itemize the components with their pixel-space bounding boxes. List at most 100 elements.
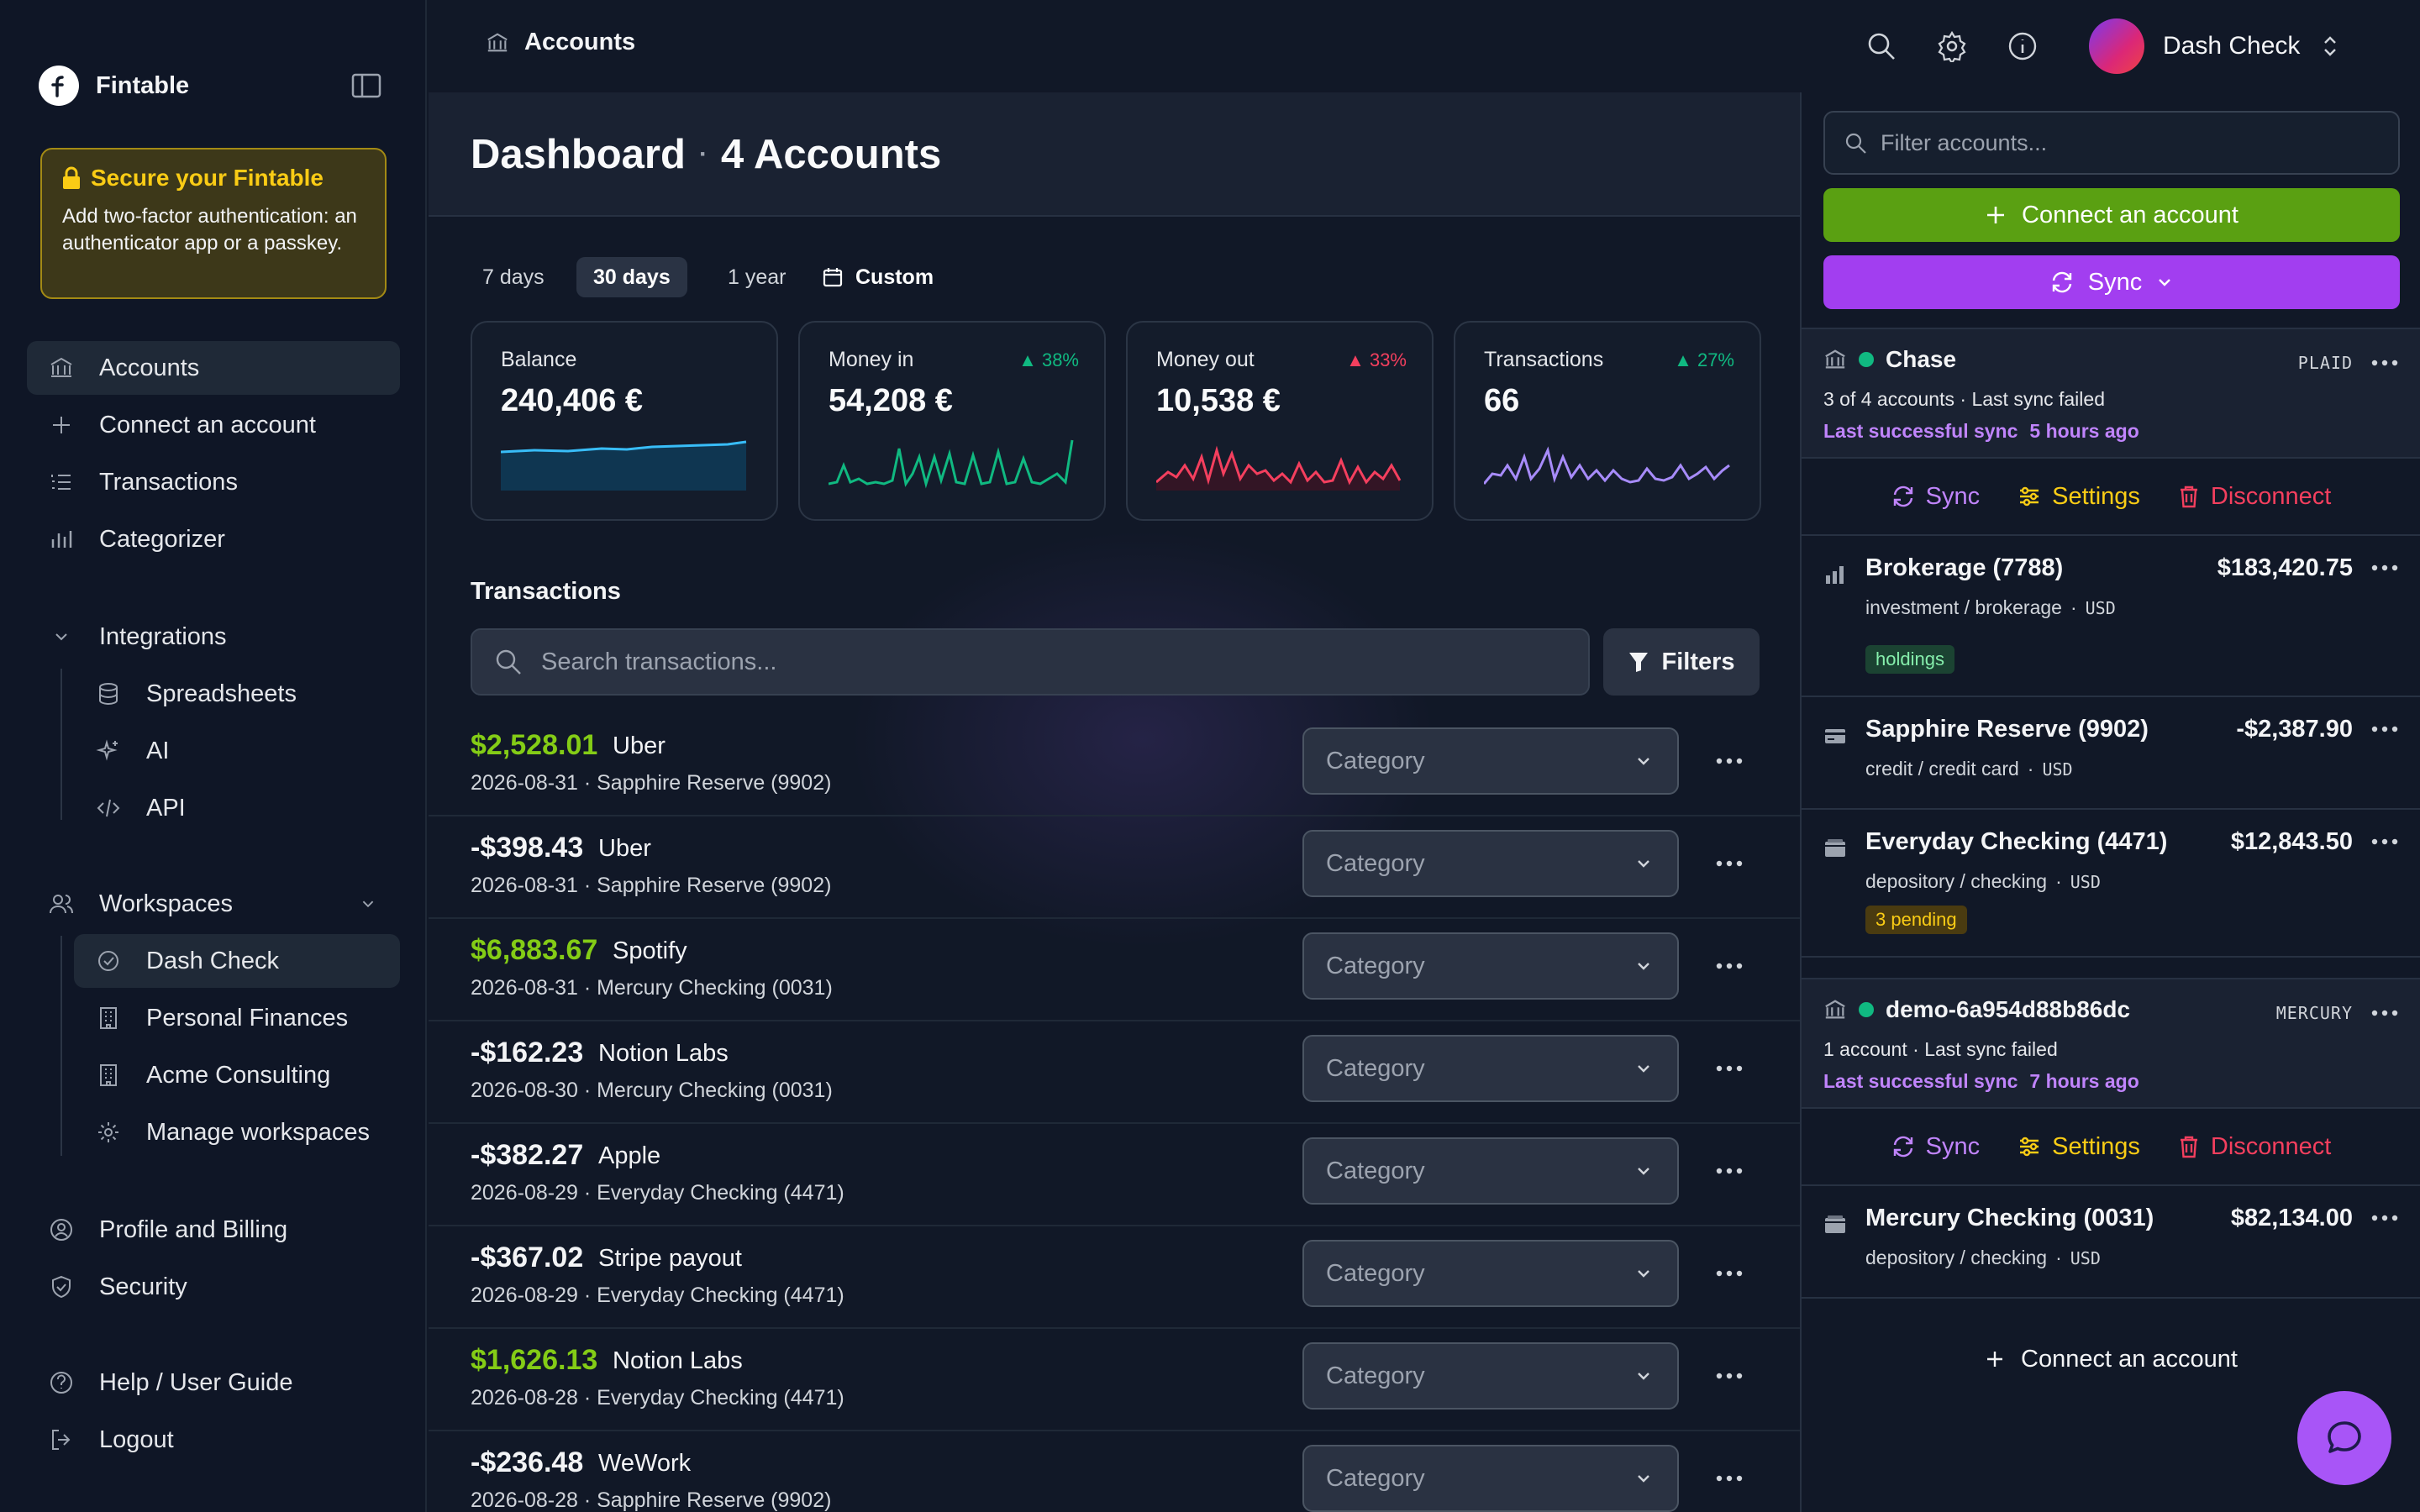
- money-in-sparkline: [829, 439, 1074, 489]
- range-1-year[interactable]: 1 year: [728, 265, 786, 289]
- more-options-icon[interactable]: [1716, 1168, 1743, 1174]
- range-custom[interactable]: Custom: [805, 257, 950, 297]
- sidebar-item-connect[interactable]: Connect an account: [27, 398, 400, 452]
- more-options-icon[interactable]: [1716, 758, 1743, 764]
- chevron-down-icon: [1634, 1468, 1654, 1488]
- category-select[interactable]: Category: [1302, 727, 1679, 795]
- category-select[interactable]: Category: [1302, 1035, 1679, 1102]
- chevron-down-icon: [1634, 1058, 1654, 1079]
- category-select[interactable]: Category: [1302, 1445, 1679, 1512]
- sidebar-item-logout[interactable]: Logout: [27, 1413, 400, 1467]
- list-icon: [51, 475, 71, 490]
- disconnect-action[interactable]: Disconnect: [2177, 1133, 2331, 1161]
- search-transactions-input[interactable]: Search transactions...: [471, 628, 1590, 696]
- sidebar-section-integrations[interactable]: Integrations: [27, 610, 400, 664]
- search-icon[interactable]: [1865, 30, 1897, 62]
- more-options-icon[interactable]: [1716, 1065, 1743, 1072]
- sidebar-item-categorizer[interactable]: Categorizer: [27, 512, 400, 566]
- sidebar-item-personal-finances[interactable]: Personal Finances: [74, 991, 400, 1045]
- more-options-icon[interactable]: [2371, 726, 2398, 732]
- category-select[interactable]: Category: [1302, 1240, 1679, 1307]
- sparkles-icon: [96, 739, 118, 761]
- category-select[interactable]: Category: [1302, 1342, 1679, 1410]
- brand[interactable]: Fintable: [39, 66, 189, 106]
- sidebar-item-transactions[interactable]: Transactions: [27, 455, 400, 509]
- sidebar-item-label: Logout: [99, 1425, 174, 1453]
- more-options-icon[interactable]: [2371, 1010, 2398, 1016]
- sync-action[interactable]: Sync: [1891, 1133, 1980, 1161]
- sidebar-item-api[interactable]: API: [74, 781, 400, 835]
- more-options-icon[interactable]: [2371, 564, 2398, 571]
- secure-account-card[interactable]: Secure your Fintable Add two-factor auth…: [40, 148, 387, 299]
- sidebar-item-help[interactable]: Help / User Guide: [27, 1356, 400, 1410]
- sidebar-item-label: Connect an account: [99, 411, 316, 438]
- more-options-icon[interactable]: [2371, 360, 2398, 366]
- user-menu[interactable]: Dash Check: [2089, 18, 2342, 74]
- sync-action[interactable]: Sync: [1891, 483, 1980, 511]
- account-item[interactable]: Sapphire Reserve (9902) -$2,387.90 credit …: [1802, 697, 2420, 810]
- wallet-icon: [1823, 1213, 1847, 1236]
- help-circle-icon: [50, 1372, 72, 1394]
- meta-separator: ·: [2070, 596, 2077, 618]
- sidebar-item-profile-billing[interactable]: Profile and Billing: [27, 1203, 400, 1257]
- sidebar-item-dash-check[interactable]: Dash Check: [74, 934, 400, 988]
- category-placeholder: Category: [1326, 849, 1425, 877]
- sidebar-item-ai[interactable]: AI: [74, 724, 400, 778]
- account-item[interactable]: Brokerage (7788) $183,420.75 investment / …: [1802, 536, 2420, 697]
- filters-button[interactable]: Filters: [1603, 628, 1760, 696]
- database-icon: [99, 683, 118, 706]
- category-select[interactable]: Category: [1302, 830, 1679, 897]
- transaction-meta: 2026-08-29 · Everyday Checking (4471): [471, 1181, 844, 1205]
- category-select[interactable]: Category: [1302, 1137, 1679, 1205]
- connect-link-label: Connect an account: [2021, 1345, 2238, 1373]
- transaction-amount: -$162.23: [471, 1037, 584, 1068]
- transaction-amount: -$236.48: [471, 1446, 584, 1478]
- sidebar-item-acme-consulting[interactable]: Acme Consulting: [74, 1048, 400, 1102]
- filter-accounts-input[interactable]: Filter accounts...: [1823, 111, 2400, 175]
- page-header: Dashboard · 4 Accounts: [429, 92, 1800, 217]
- gear-icon[interactable]: [1936, 30, 1968, 62]
- bar-chart-icon: [1823, 563, 1847, 586]
- transaction-account: Everyday Checking (4471): [597, 1181, 844, 1205]
- sidebar-item-security[interactable]: Security: [27, 1260, 400, 1314]
- transaction-meta: 2026-08-29 · Everyday Checking (4471): [471, 1284, 844, 1308]
- sidebar-item-label: Acme Consulting: [146, 1061, 331, 1089]
- sync-action-label: Sync: [1925, 1132, 1981, 1160]
- more-options-icon[interactable]: [1716, 1270, 1743, 1277]
- sidebar-item-manage-workspaces[interactable]: Manage workspaces: [74, 1105, 400, 1159]
- transaction-date: 2026-08-31: [471, 874, 578, 897]
- account-item[interactable]: Mercury Checking (0031) $82,134.00 deposit…: [1802, 1186, 2420, 1299]
- account-balance: $183,420.75: [2217, 554, 2353, 581]
- settings-action[interactable]: Settings: [2017, 483, 2140, 511]
- status-badge: 3 pending: [1865, 906, 1967, 934]
- more-options-icon[interactable]: [2371, 838, 2398, 845]
- meta-separator: ·: [1954, 388, 1972, 410]
- meta-separator: ·: [577, 771, 597, 795]
- more-options-icon[interactable]: [2371, 1215, 2398, 1221]
- range-30-days[interactable]: 30 days: [576, 257, 687, 297]
- sidebar-item-label: Transactions: [99, 468, 238, 496]
- info-icon[interactable]: [2007, 30, 2039, 62]
- sidebar-item-accounts[interactable]: Accounts: [27, 341, 400, 395]
- page-title-count: 4 Accounts: [720, 132, 942, 177]
- more-options-icon[interactable]: [1716, 1475, 1743, 1482]
- sidebar-item-spreadsheets[interactable]: Spreadsheets: [74, 667, 400, 721]
- more-options-icon[interactable]: [1716, 963, 1743, 969]
- connect-account-link[interactable]: Connect an account: [1802, 1326, 2420, 1393]
- more-options-icon[interactable]: [1716, 1373, 1743, 1379]
- account-name: Everyday Checking (4471): [1865, 828, 2168, 855]
- settings-action[interactable]: Settings: [2017, 1133, 2140, 1161]
- sidebar-toggle-icon[interactable]: [351, 72, 381, 99]
- top-bar: Accounts Dash Check: [429, 0, 2420, 92]
- category-select[interactable]: Category: [1302, 932, 1679, 1000]
- sync-button[interactable]: Sync: [1823, 255, 2400, 309]
- account-item[interactable]: Everyday Checking (4471) $12,843.50 deposi…: [1802, 810, 2420, 958]
- chat-button[interactable]: [2297, 1391, 2391, 1485]
- disconnect-action[interactable]: Disconnect: [2177, 483, 2331, 511]
- search-icon: [1845, 133, 1866, 154]
- range-7-days[interactable]: 7 days: [482, 265, 544, 289]
- more-options-icon[interactable]: [1716, 860, 1743, 867]
- transaction-amount: -$367.02: [471, 1242, 584, 1273]
- connect-account-button[interactable]: Connect an account: [1823, 188, 2400, 242]
- sidebar-section-workspaces[interactable]: Workspaces: [27, 877, 400, 931]
